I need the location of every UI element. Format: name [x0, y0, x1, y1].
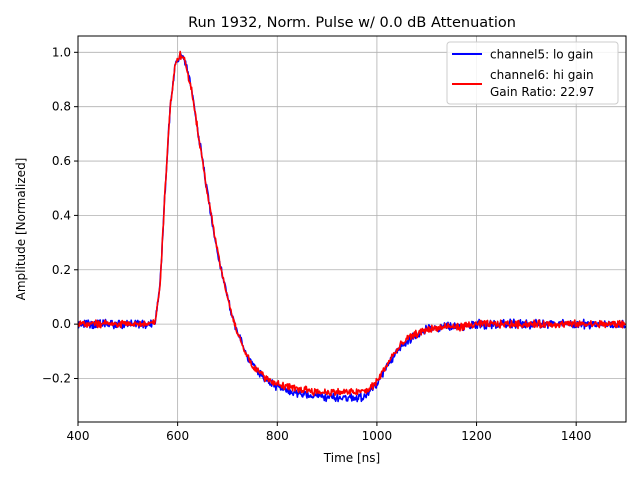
- legend-label-channel6: channel6: hi gain: [490, 68, 594, 82]
- legend-box: [446, 41, 619, 105]
- legend: channel5: lo gain channel6: hi gain Gain…: [446, 41, 619, 105]
- series-line-channel6: [78, 50, 626, 397]
- y-tick-label: 0.2: [52, 263, 71, 277]
- x-tick-label: 1200: [461, 429, 492, 443]
- y-axis-label: Amplitude [Normalized]: [14, 158, 28, 301]
- y-tick-label: 0.6: [52, 154, 71, 168]
- x-tick-label: 1400: [561, 429, 592, 443]
- x-axis-label: Time [ns]: [323, 451, 380, 465]
- series-line-channel5: [78, 52, 626, 403]
- x-tick-label: 1000: [362, 429, 393, 443]
- y-tick-label: 0.8: [52, 100, 71, 114]
- x-axis: 400 600 800 1000 1200 1400: [67, 422, 592, 443]
- plot-frame: [77, 35, 627, 423]
- y-axis: −0.2 0.0 0.2 0.4 0.6 0.8 1.0: [42, 45, 78, 386]
- chart-title: Run 1932, Norm. Pulse w/ 0.0 dB Attenuat…: [188, 15, 516, 31]
- x-tick-label: 600: [166, 429, 189, 443]
- legend-label-channel5: channel5: lo gain: [490, 48, 593, 62]
- x-tick-label: 800: [266, 429, 289, 443]
- x-tick-label: 400: [67, 429, 90, 443]
- legend-label-gain-ratio: Gain Ratio: 22.97: [490, 85, 594, 99]
- y-tick-label: 1.0: [52, 45, 71, 59]
- series-layer: [78, 50, 626, 403]
- y-tick-label: −0.2: [42, 372, 71, 386]
- y-tick-label: 0.0: [52, 317, 71, 331]
- y-tick-label: 0.4: [52, 208, 71, 222]
